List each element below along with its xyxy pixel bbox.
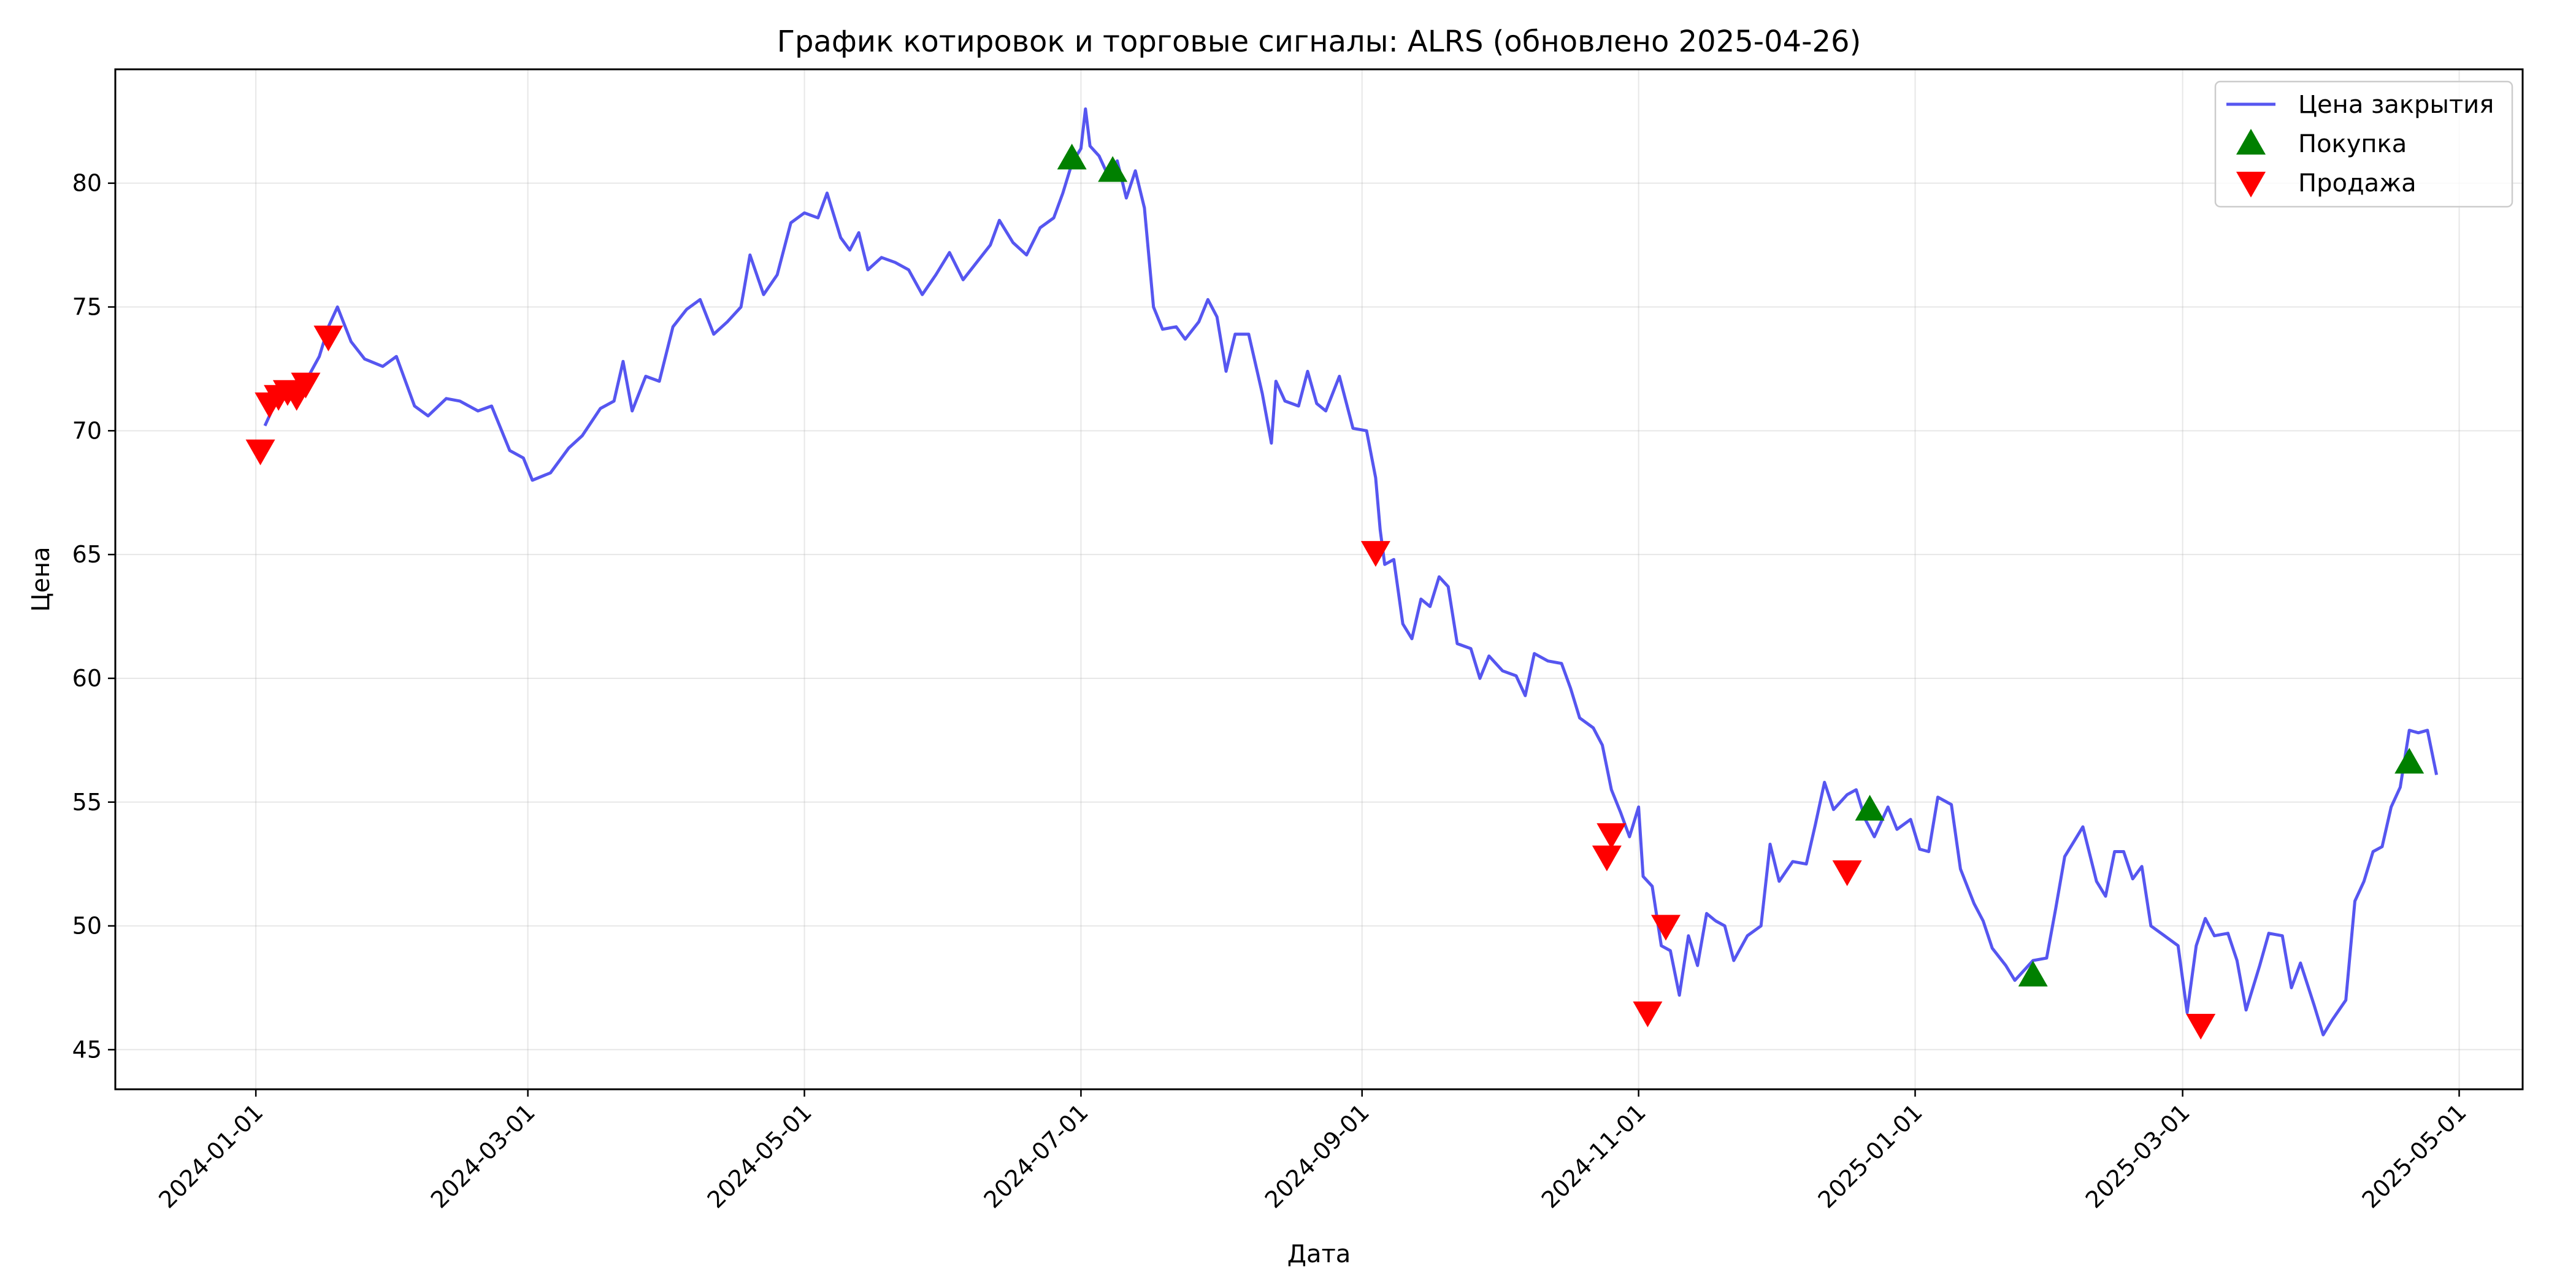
y-tick-label: 45 <box>72 1036 102 1063</box>
y-tick-label: 70 <box>72 417 102 444</box>
y-tick-label: 50 <box>72 913 102 940</box>
legend-swatch-buy <box>2236 129 2266 155</box>
y-tick-label: 80 <box>72 170 102 197</box>
legend-label: Покупка <box>2298 130 2407 158</box>
y-tick-label: 75 <box>72 293 102 320</box>
legend-label: Цена закрытия <box>2298 91 2494 119</box>
buy-marker <box>1057 144 1087 170</box>
buy-marker <box>2018 960 2048 987</box>
legend-box <box>2214 80 2513 208</box>
sell-marker <box>1832 860 1862 886</box>
y-tick-label: 55 <box>72 789 102 816</box>
buy-marker <box>1855 794 1885 821</box>
sell-marker <box>1360 541 1390 567</box>
sell-marker <box>313 325 343 351</box>
y-axis-label: Цена <box>27 546 55 611</box>
buy-marker <box>1098 156 1128 182</box>
sell-marker <box>1592 845 1622 872</box>
y-tick-label: 60 <box>72 665 102 692</box>
chart-title: График котировок и торговые сигналы: ALR… <box>777 25 1861 59</box>
sell-marker <box>1597 823 1627 849</box>
legend: Цена закрытия Покупка Продажа <box>2214 80 2513 208</box>
y-axis: 45 50 55 60 65 70 75 80 <box>72 170 115 1063</box>
legend-label: Продажа <box>2298 169 2417 197</box>
y-tick-label: 65 <box>72 541 102 568</box>
sell-marker <box>245 439 275 466</box>
close-price-line <box>263 107 2439 1037</box>
grid <box>115 69 2523 1089</box>
sell-marker <box>1633 1001 1663 1027</box>
legend-swatch-sell <box>2236 172 2266 197</box>
close-price-series <box>263 107 2439 1037</box>
sell-marker <box>1650 914 1681 941</box>
signal-markers <box>245 144 2425 1040</box>
buy-marker <box>2394 748 2425 774</box>
sell-marker <box>2186 1014 2216 1040</box>
x-axis-label: Дата <box>1287 1240 1351 1268</box>
plot-frame <box>114 68 2524 1091</box>
sell-marker <box>291 372 321 399</box>
